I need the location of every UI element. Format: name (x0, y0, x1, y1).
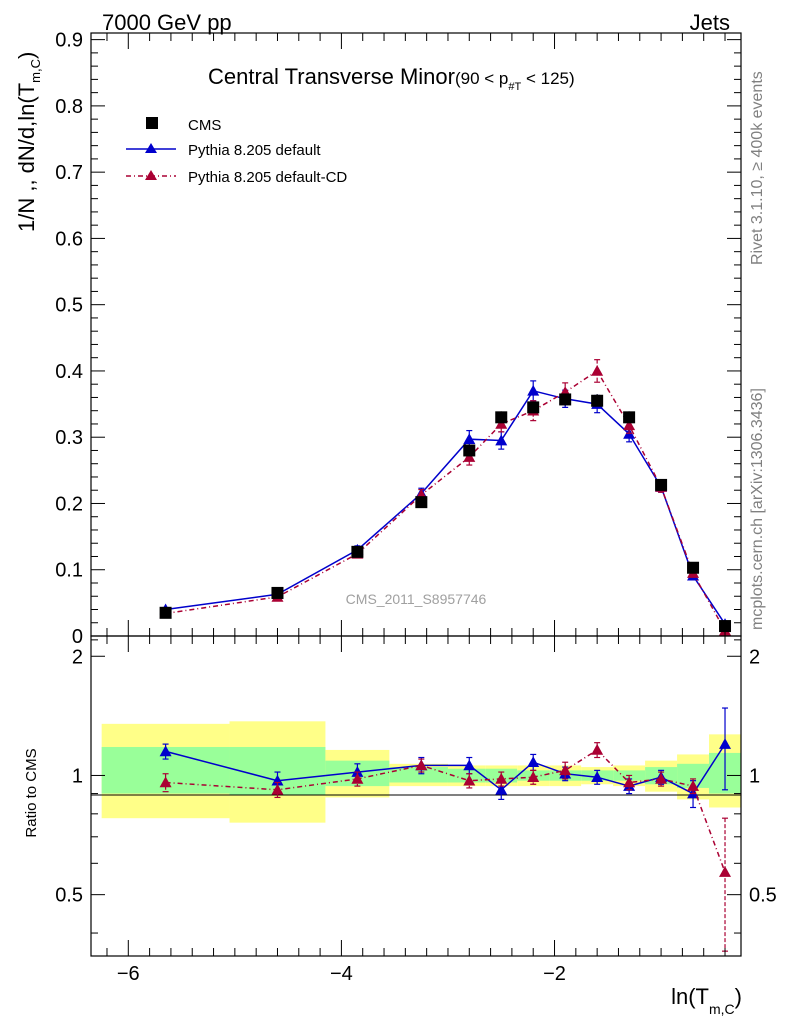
legend-cd-label: Pythia 8.205 default-CD (188, 169, 347, 186)
ratio-pythia-cd-point (623, 776, 636, 788)
ratio-y-tick-label-right: 1 (749, 765, 760, 787)
ratio-pythia-cd-point (159, 776, 172, 788)
ratio-pythia-cd-point (687, 780, 700, 791)
main-y-axis: 0 0.1 0.2 0.3 0.4 0.5 0.6 0.7 0.8 0.9 (55, 30, 741, 648)
main-y-tick-label: 0.1 (55, 560, 83, 582)
main-panel: 0 0.1 0.2 0.3 0.4 0.5 0.6 0.7 0.8 0.9 Central Tra… (14, 30, 742, 648)
mcplots-label: mcplots.cern.ch [arXiv:1306.3436] (749, 388, 766, 630)
ratio-pythia-cd-point (271, 783, 284, 795)
cms-point (719, 620, 732, 633)
legend-cd-marker (145, 170, 157, 180)
x-axis-label-text: ln(T (671, 984, 709, 1009)
pythia-default-point (527, 384, 540, 396)
main-y-label-end: ) (14, 52, 39, 59)
ratio-pythia-cd-point (655, 772, 668, 784)
ratio-band-inner (389, 767, 448, 783)
ratio-uncertainty-bands (101, 721, 741, 823)
ratio-y-tick-label: 1 (72, 765, 83, 787)
cms-point (559, 393, 572, 406)
ratio-pythia-default-point (159, 745, 172, 757)
ratio-band-inner (447, 768, 486, 783)
ratio-panel: 0.5 0.5 1 1 2 2 −6 −4 −2 Ratio to CMS ln(Tm,C) (23, 635, 777, 1017)
legend-cms-marker (146, 117, 158, 129)
ratio-pythia-cd-point (719, 866, 732, 877)
main-y-label: 1/N ,, dN/d,ln(Tm,C) (14, 52, 43, 232)
pythia-cd-point (495, 417, 508, 429)
ratio-y-tick-label: 0.5 (55, 885, 83, 907)
main-y-tick-label: 0.6 (55, 228, 83, 250)
main-y-label-text: 1/N ,, dN/d,ln(T (14, 83, 39, 232)
ratio-frame (90, 635, 742, 957)
legend-default-label: Pythia 8.205 default (188, 142, 321, 159)
x-axis-label-sub: m,C (709, 1001, 735, 1017)
main-y-tick-label: 0 (72, 626, 83, 648)
main-x-ticks (106, 33, 726, 636)
pythia-cd-point (623, 419, 636, 431)
cms-point (463, 444, 476, 457)
x-axis-label-end: ) (735, 984, 742, 1009)
main-y-tick-label: 0.7 (55, 162, 83, 184)
ratio-pythia-default-point (527, 756, 540, 768)
pythia-default-point (495, 434, 508, 446)
chart-title-cut: (90 < p (455, 69, 508, 88)
ratio-pythia-default-point (719, 738, 732, 749)
ratio-y-tick-label-right: 2 (749, 646, 760, 668)
ratio-y-axis: 0.5 0.5 1 1 2 2 (55, 639, 777, 934)
ratio-pythia-cd-point (463, 774, 476, 786)
ratio-y-tick-label: 2 (72, 646, 83, 668)
pythia-cd-point (463, 451, 476, 462)
cms-point (351, 545, 364, 558)
pythia-default-line (165, 389, 726, 625)
cms-point (687, 561, 700, 574)
chart-title-cut-end: < 125) (521, 69, 574, 88)
chart-title-text: Central Transverse Minor (208, 64, 455, 89)
ratio-pythia-cd-point (495, 772, 508, 784)
ratio-data-layer (159, 707, 732, 952)
ratio-pythia-cd-point (559, 764, 572, 776)
x-tick-label: −4 (330, 963, 353, 985)
ratio-x-axis: −6 −4 −2 (106, 636, 726, 985)
ratio-y-label: Ratio to CMS (23, 748, 40, 837)
cms-point (655, 478, 668, 491)
chart-title-cut-sub: #T (508, 81, 521, 93)
main-y-tick-label: 0.3 (55, 427, 83, 449)
main-data-layer (159, 359, 732, 636)
legend: CMS Pythia 8.205 default Pythia 8.205 de… (126, 117, 347, 186)
chart-title: Central Transverse Minor(90 < p#T < 125) (208, 64, 575, 93)
main-y-tick-label: 0.9 (55, 30, 83, 52)
cms-point (159, 606, 172, 619)
cms-point (271, 586, 284, 599)
legend-cms-label: CMS (188, 117, 221, 134)
pythia-default-point (463, 433, 476, 444)
cms-point (415, 496, 428, 509)
cms-point (623, 411, 636, 424)
cms-point (527, 401, 540, 414)
beam-label: 7000 GeV pp (102, 10, 232, 35)
process-label: Jets (690, 10, 730, 35)
ratio-pythia-cd-point (351, 772, 364, 784)
x-tick-label: −2 (543, 963, 566, 985)
ratio-pythia-cd-point (591, 743, 604, 755)
main-y-label-sub: m,C (28, 59, 43, 83)
ratio-pythia-cd-point (527, 771, 540, 782)
main-y-tick-label: 0.5 (55, 295, 83, 317)
pythia-cd-point (591, 364, 604, 376)
rivet-label: Rivet 3.1.10, ≥ 400k events (749, 71, 766, 265)
legend-default-marker (145, 143, 157, 153)
cms-point (495, 411, 508, 424)
ratio-pythia-default-point (463, 759, 476, 771)
main-y-tick-label: 0.8 (55, 96, 83, 118)
ratio-pythia-cd-point (415, 759, 428, 771)
ratio-pythia-default-point (495, 783, 508, 795)
x-axis-label: ln(Tm,C) (671, 984, 742, 1017)
cms-point (591, 394, 604, 407)
ratio-y-tick-label-right: 0.5 (749, 885, 777, 907)
x-tick-label: −6 (117, 963, 140, 985)
ratio-pythia-default-point (591, 771, 604, 782)
main-y-tick-label: 0.4 (55, 361, 83, 383)
analysis-watermark: CMS_2011_S8957746 (346, 591, 487, 607)
main-y-tick-label: 0.2 (55, 493, 83, 515)
